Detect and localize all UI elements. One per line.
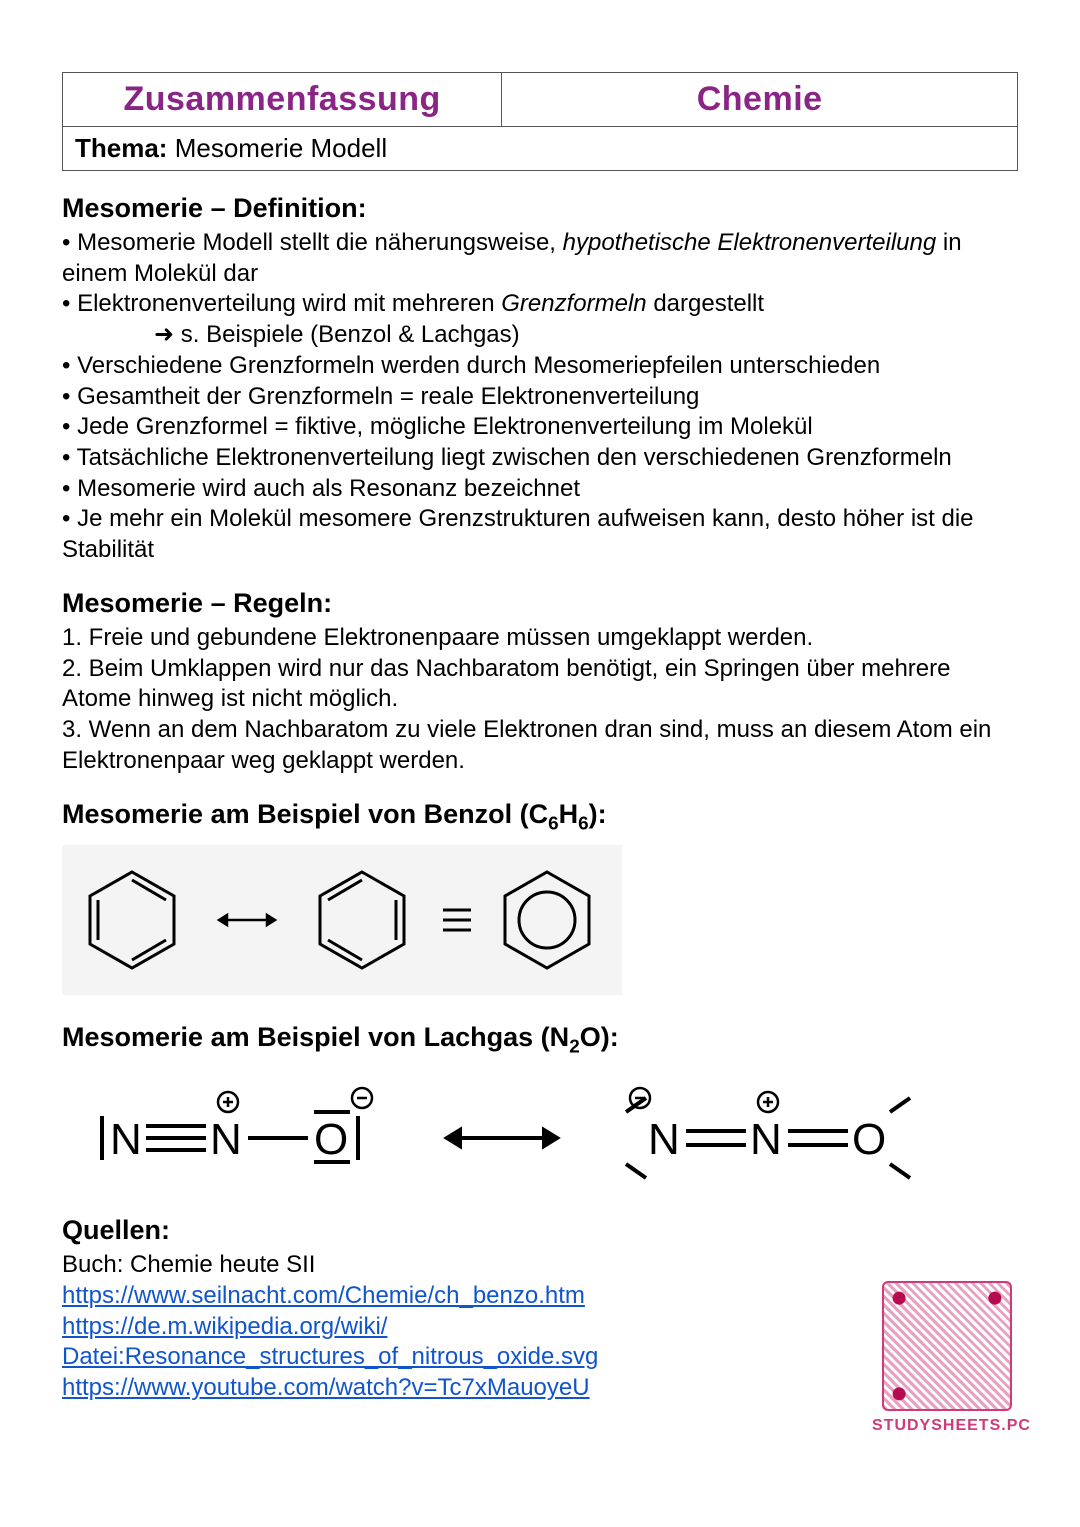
def-bullet-5: • Jede Grenzformel = fiktive, mögliche E… bbox=[62, 412, 1018, 443]
benzol-h-mid: H bbox=[559, 799, 579, 829]
def-b1-italic: hypothetische Elektronenverteilung bbox=[563, 229, 937, 256]
header-left-cell: Zusammenfassung bbox=[63, 73, 502, 127]
def-bullet-2-sub: ➜ s. Beispiele (Benzol & Lachgas) bbox=[62, 320, 1018, 351]
heading-quellen: Quellen: bbox=[62, 1215, 1018, 1246]
section-lachgas: Mesomerie am Beispiel von Lachgas (N2O):… bbox=[62, 1022, 1018, 1193]
header-right-cell: Chemie bbox=[502, 73, 1018, 127]
benzol-h-sub1: 6 bbox=[548, 813, 559, 834]
def-bullet-4: • Gesamtheit der Grenzformeln = reale El… bbox=[62, 382, 1018, 413]
def-bullet-8: • Je mehr ein Molekül mesomere Grenzstru… bbox=[62, 504, 1018, 565]
svg-text:N: N bbox=[648, 1115, 680, 1164]
rule-2: 2. Beim Umklappen wird nur das Nachbarat… bbox=[62, 654, 1018, 715]
brand-label: STUDYSHEETS.PC bbox=[872, 1417, 1022, 1435]
def-b2-pre: • Elektronenverteilung wird mit mehreren bbox=[62, 290, 501, 317]
section-benzol: Mesomerie am Beispiel von Benzol (C6H6): bbox=[62, 799, 1018, 1000]
n2o-resonance-svg: N N O bbox=[62, 1068, 962, 1188]
heading-definition: Mesomerie – Definition: bbox=[62, 193, 1018, 224]
lachgas-h-sub1: 2 bbox=[569, 1036, 580, 1057]
footer-brand: STUDYSHEETS.PC bbox=[872, 1281, 1022, 1435]
def-bullet-3: • Verschiedene Grenzformeln werden durch… bbox=[62, 351, 1018, 382]
lachgas-h-pre: Mesomerie am Beispiel von Lachgas (N bbox=[62, 1022, 569, 1052]
svg-text:O: O bbox=[852, 1115, 886, 1164]
section-definition: Mesomerie – Definition: • Mesomerie Mode… bbox=[62, 193, 1018, 566]
lachgas-diagram: N N O bbox=[62, 1068, 1018, 1193]
svg-text:N: N bbox=[110, 1115, 142, 1164]
svg-text:N: N bbox=[750, 1115, 782, 1164]
thema-cell: Thema: Mesomerie Modell bbox=[63, 127, 1018, 171]
heading-rules: Mesomerie – Regeln: bbox=[62, 588, 1018, 619]
thema-value: Mesomerie Modell bbox=[175, 133, 387, 163]
def-bullet-2: • Elektronenverteilung wird mit mehreren… bbox=[62, 289, 1018, 320]
def-b1-pre: • Mesomerie Modell stellt die näherungsw… bbox=[62, 229, 563, 256]
benzol-h-post: ): bbox=[589, 799, 607, 829]
heading-benzol: Mesomerie am Beispiel von Benzol (C6H6): bbox=[62, 799, 1018, 835]
rules-body: 1. Freie und gebundene Elektronenpaare m… bbox=[62, 623, 1018, 777]
def-bullet-6: • Tatsächliche Elektronenverteilung lieg… bbox=[62, 443, 1018, 474]
def-b2-post: dargestellt bbox=[647, 290, 764, 317]
benzol-h-sub2: 6 bbox=[578, 813, 589, 834]
qr-code-icon bbox=[882, 1281, 1012, 1411]
rule-3: 3. Wenn an dem Nachbaratom zu viele Elek… bbox=[62, 715, 1018, 776]
def-b2-sub-text: s. Beispiele (Benzol & Lachgas) bbox=[174, 321, 520, 348]
def-bullet-7: • Mesomerie wird auch als Resonanz bezei… bbox=[62, 474, 1018, 505]
benzol-h-pre: Mesomerie am Beispiel von Benzol (C bbox=[62, 799, 548, 829]
rule-1: 1. Freie und gebundene Elektronenpaare m… bbox=[62, 623, 1018, 654]
subject-title: Chemie bbox=[697, 80, 823, 118]
svg-text:N: N bbox=[210, 1115, 242, 1164]
heading-lachgas: Mesomerie am Beispiel von Lachgas (N2O): bbox=[62, 1022, 1018, 1058]
arrow-right-icon: ➜ bbox=[154, 321, 174, 348]
svg-text:O: O bbox=[314, 1115, 348, 1164]
def-bullet-1: • Mesomerie Modell stellt die näherungsw… bbox=[62, 228, 1018, 289]
lachgas-h-mid: O): bbox=[580, 1022, 619, 1052]
section-rules: Mesomerie – Regeln: 1. Freie und gebunde… bbox=[62, 588, 1018, 777]
summary-title: Zusammenfassung bbox=[123, 80, 440, 118]
definition-body: • Mesomerie Modell stellt die näherungsw… bbox=[62, 228, 1018, 566]
benzol-diagram bbox=[62, 845, 1018, 1000]
quellen-book: Buch: Chemie heute SII bbox=[62, 1250, 1018, 1281]
def-b2-italic: Grenzformeln bbox=[501, 290, 646, 317]
thema-label: Thema: bbox=[75, 133, 167, 163]
header-table: Zusammenfassung Chemie Thema: Mesomerie … bbox=[62, 72, 1018, 171]
benzene-resonance-svg bbox=[62, 845, 622, 995]
